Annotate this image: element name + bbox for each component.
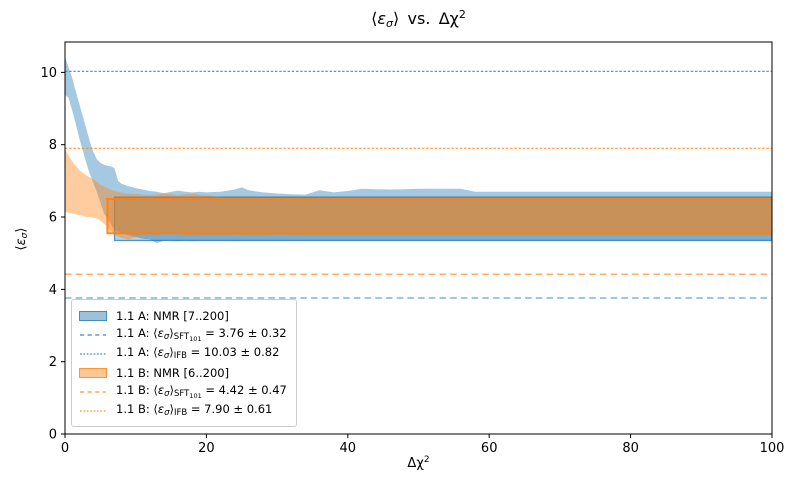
legend-item-a-ifb: 1.1 A: ⟨εσ⟩IFB = 10.03 ± 0.82 (79, 344, 287, 363)
legend-dotted-swatch-blue (80, 352, 106, 355)
legend-dotted-swatch-orange (80, 409, 106, 412)
band-orange (65, 149, 772, 240)
legend-item-b-sft: 1.1 B: ⟨εσ⟩SFT101 = 4.42 ± 0.47 (79, 382, 287, 401)
x-tick-label: 80 (622, 441, 639, 456)
legend-label: 1.1 A: ⟨εσ⟩SFT101 = 3.76 ± 0.32 (116, 326, 287, 343)
nmr-rect-orange (106, 197, 772, 235)
legend: 1.1 A: NMR [7..200] 1.1 A: ⟨εσ⟩SFT101 = … (71, 299, 297, 427)
y-tick-label: 10 (40, 66, 57, 81)
y-axis-label: ⟨εσ⟩ (14, 228, 30, 251)
x-tick-label: 20 (198, 441, 215, 456)
legend-dashed-swatch-blue (80, 333, 106, 336)
title-sigma-sub: σ (386, 17, 393, 30)
x-tick-label: 60 (481, 441, 498, 456)
legend-item-b-nmr: 1.1 B: NMR [6..200] (79, 363, 287, 382)
xlabel-exponent: 2 (423, 455, 430, 465)
x-tick-label: 0 (61, 441, 69, 456)
legend-dashed-swatch-orange (80, 390, 106, 393)
xlabel-text: Δχ (407, 456, 424, 471)
plot-area (65, 57, 772, 299)
ylabel-sigma-sub: σ (20, 232, 30, 239)
y-tick-label: 6 (49, 211, 57, 226)
legend-item-b-ifb: 1.1 B: ⟨εσ⟩IFB = 7.90 ± 0.61 (79, 401, 287, 420)
x-tick-label: 40 (340, 441, 357, 456)
x-axis-label: Δχ2 (65, 455, 772, 471)
title-vs: vs. Δχ (399, 9, 459, 28)
legend-label: 1.1 B: NMR [6..200] (116, 365, 230, 380)
x-tick-label: 100 (760, 441, 785, 456)
legend-label: 1.1 B: ⟨εσ⟩IFB = 7.90 ± 0.61 (116, 402, 273, 418)
ylabel-bra: ⟨ (14, 245, 29, 251)
y-tick-label: 8 (49, 138, 57, 153)
legend-label: 1.1 A: NMR [7..200] (116, 308, 229, 323)
ylabel-ket: ⟩ (14, 227, 29, 233)
title-bra: ⟨ (371, 9, 378, 28)
y-tick-label: 4 (49, 283, 57, 298)
title-epsilon: ε (377, 9, 387, 28)
legend-patch-swatch-blue (79, 310, 107, 321)
y-tick-label: 0 (49, 428, 57, 443)
y-tick-label: 2 (49, 355, 57, 370)
ylabel-epsilon: ε (14, 238, 29, 246)
legend-item-a-nmr: 1.1 A: NMR [7..200] (79, 306, 287, 325)
legend-label: 1.1 A: ⟨εσ⟩IFB = 10.03 ± 0.82 (116, 345, 280, 361)
legend-item-a-sft: 1.1 A: ⟨εσ⟩SFT101 = 3.76 ± 0.32 (79, 325, 287, 344)
legend-label: 1.1 B: ⟨εσ⟩SFT101 = 4.42 ± 0.47 (116, 383, 287, 400)
title-ket: ⟩ (393, 9, 400, 28)
title-exponent: 2 (458, 8, 466, 21)
patch-swatch-shape (79, 367, 107, 378)
legend-patch-swatch-orange (79, 367, 107, 378)
patch-swatch-shape (79, 310, 107, 321)
axes-spines (64, 41, 773, 435)
chart-title: ⟨εσ⟩ vs. Δχ2 (65, 8, 772, 30)
